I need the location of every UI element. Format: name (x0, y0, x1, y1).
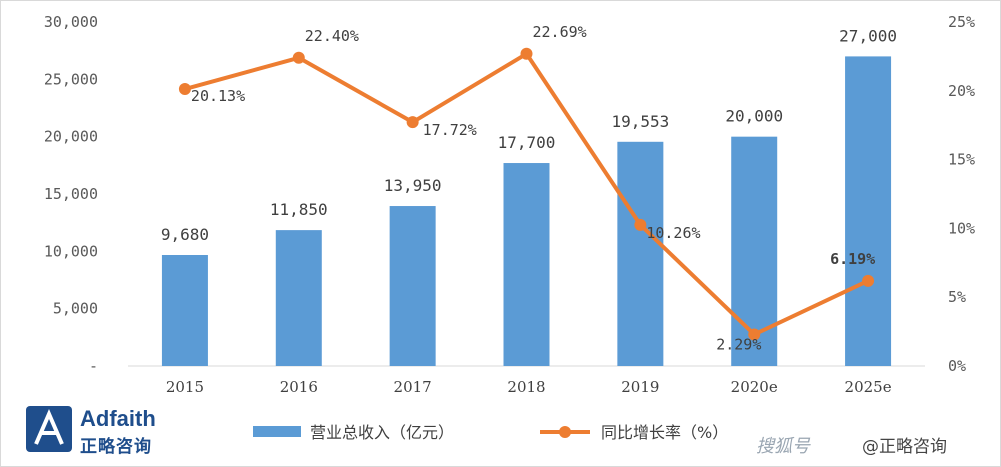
left-axis-tick-label: 25,000 (44, 70, 98, 88)
x-axis-tick-label: 2020e (731, 378, 778, 396)
line-data-label: 6.19% (830, 250, 875, 268)
bar (389, 206, 436, 366)
x-axis-tick-label: 2018 (507, 378, 545, 396)
right-axis-tick-label: 25% (948, 13, 975, 31)
watermark-handle: @正略咨询 (862, 437, 947, 457)
adfaith-logo: Adfaith 正略咨询 (26, 406, 186, 457)
right-axis-tick-label: 15% (948, 151, 975, 169)
bar-series: 9,680 11,850 13,950 17,700 19,553 20,000 27,00… (161, 26, 897, 367)
logo-chinese-name: 正略咨询 (80, 437, 152, 457)
left-axis-tick-label: - (89, 357, 98, 375)
bar-data-label: 9,680 (161, 225, 209, 244)
line-point (634, 218, 647, 231)
x-axis-tick-label: 2019 (621, 378, 659, 396)
bar-data-label: 27,000 (839, 26, 897, 45)
bar-data-label: 19,553 (611, 112, 669, 131)
logo-name: Adfaith (80, 406, 156, 431)
line-data-label: 20.13% (191, 87, 245, 105)
legend: 营业总收入（亿元） 同比增长率（%） (253, 423, 728, 442)
line-data-label: 10.26% (646, 224, 700, 242)
watermark-brand: 搜狐号 (756, 436, 810, 457)
line-data-label: 2.29% (716, 335, 761, 353)
left-axis-tick-label: 5,000 (53, 300, 98, 318)
line-data-label: 17.72% (423, 121, 477, 139)
line-point (520, 47, 533, 60)
line-point (406, 116, 419, 129)
bar-data-label: 13,950 (384, 176, 442, 195)
line-point (178, 83, 191, 96)
x-axis-tick-label: 2015 (166, 378, 204, 396)
left-axis: - 5,000 10,000 15,000 20,000 25,000 30,000 (44, 13, 98, 375)
left-axis-tick-label: 15,000 (44, 185, 98, 203)
line-point (862, 274, 875, 287)
bar (617, 141, 664, 366)
line-data-label: 22.69% (533, 23, 587, 41)
line-series: 20.13% 22.40% 17.72% 22.69% 10.26% 2.29% 6.19% (178, 23, 875, 353)
bar-data-label: 17,700 (498, 133, 556, 152)
bar (275, 230, 322, 366)
line-point (292, 51, 305, 64)
x-axis-tick-label: 2025e (845, 378, 892, 396)
left-axis-tick-label: 10,000 (44, 242, 98, 260)
bar-data-label: 11,850 (270, 200, 328, 219)
legend-bar-label: 营业总收入（亿元） (310, 423, 454, 442)
right-axis-tick-label: 10% (948, 219, 975, 237)
x-axis-tick-label: 2016 (280, 378, 318, 396)
legend-line-marker (559, 426, 571, 438)
legend-line-label: 同比增长率（%） (601, 423, 728, 442)
bar-data-label: 20,000 (725, 107, 783, 126)
x-axis-tick-label: 2017 (394, 378, 432, 396)
right-axis-tick-label: 0% (948, 357, 966, 375)
bar (503, 163, 550, 366)
logo-mark-icon (26, 406, 72, 452)
left-axis-tick-label: 20,000 (44, 128, 98, 146)
line-data-label: 22.40% (305, 27, 359, 45)
left-axis-tick-label: 30,000 (44, 13, 98, 31)
right-axis-tick-label: 5% (948, 288, 966, 306)
legend-bar-swatch (253, 426, 301, 437)
x-axis: 2015 2016 2017 2018 2019 2020e 2025e (166, 378, 892, 396)
right-axis-tick-label: 20% (948, 82, 975, 100)
bar (161, 255, 208, 366)
bar (845, 56, 892, 367)
right-axis: 0% 5% 10% 15% 20% 25% (948, 13, 975, 375)
line-point (748, 328, 761, 341)
